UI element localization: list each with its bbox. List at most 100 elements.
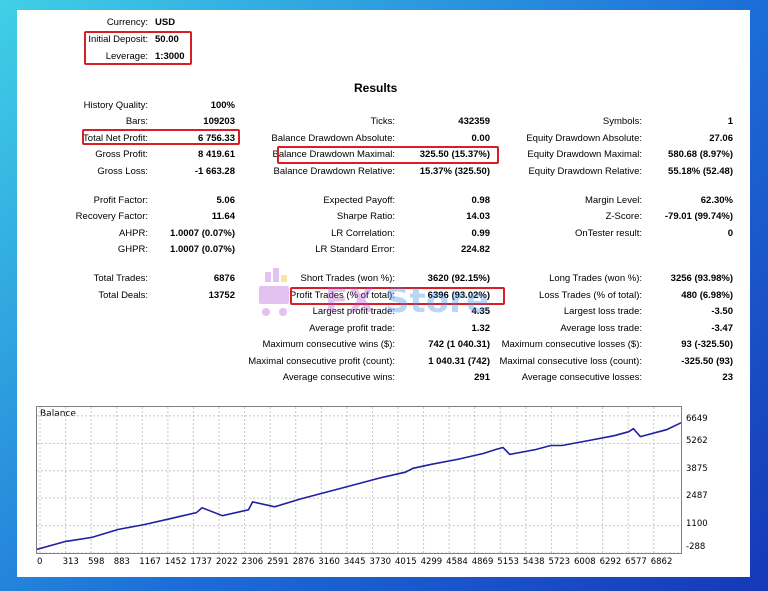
col2-stat-value: 1 040.31 (742) xyxy=(428,356,490,367)
col2-stat-label: Ticks: xyxy=(370,116,395,127)
x-tick-label: 1452 xyxy=(164,557,187,567)
col3-stat-label: Maximal consecutive loss (count): xyxy=(499,356,642,367)
col3-stat-value: 23 xyxy=(722,372,733,383)
x-tick-label: 4015 xyxy=(395,557,417,567)
x-tick-label: 6008 xyxy=(574,557,596,567)
col3-stat-label: Average consecutive losses: xyxy=(521,372,642,383)
col1-stat-label: Profit Factor: xyxy=(93,195,148,206)
leverage-label: Leverage: xyxy=(105,51,148,62)
col1-stat-value: 1.0007 (0.07%) xyxy=(170,244,235,255)
col3-stat-label: Margin Level: xyxy=(584,195,642,206)
col3-stat-label: Z-Score: xyxy=(605,211,642,222)
col3-stat-value: -3.50 xyxy=(711,306,733,317)
x-tick-label: 0 xyxy=(37,557,43,567)
deposit-highlight-box xyxy=(84,31,192,65)
x-tick-label: 2591 xyxy=(267,557,289,567)
x-tick-label: 2306 xyxy=(241,557,264,567)
col2-stat-label: LR Standard Error: xyxy=(315,244,395,255)
col3-stat-label: Long Trades (won %): xyxy=(549,273,642,284)
col1-stat-label: Bars: xyxy=(125,116,148,127)
x-tick-label: 313 xyxy=(62,557,79,567)
col3-stat-value: -325.50 (93) xyxy=(681,356,733,367)
x-tick-label: 2022 xyxy=(216,557,238,567)
col2-stat-value: 742 (1 040.31) xyxy=(428,339,490,350)
col2-stat-value: 224.82 xyxy=(460,244,490,255)
col2-stat-value: 1.32 xyxy=(471,323,491,334)
col3-stat-label: Symbols: xyxy=(602,116,642,127)
x-tick-label: 5438 xyxy=(522,557,545,567)
report-panel: Currency: USD Initial Deposit: 50.00 Lev… xyxy=(17,10,750,577)
col1-stat-label: Gross Loss: xyxy=(97,166,148,177)
x-tick-label: 4584 xyxy=(446,557,468,567)
col1-stat-value: 8 419.61 xyxy=(198,149,235,160)
y-tick-label: 3875 xyxy=(686,463,708,474)
col1-stat-label: History Quality: xyxy=(83,100,148,111)
col2-stat-value: 0.99 xyxy=(471,228,491,239)
col3-stat-value: 0 xyxy=(727,228,733,239)
col3-stat-value: 55.18% (52.48) xyxy=(668,166,733,177)
col2-stat-value: 0.98 xyxy=(471,195,491,206)
col2-stat-label: Balance Drawdown Absolute: xyxy=(271,133,395,144)
col1-stat-value: 13752 xyxy=(208,290,235,301)
col2-stat-label: Sharpe Ratio: xyxy=(336,211,395,222)
col2-stat-value: 3620 (92.15%) xyxy=(427,273,490,284)
col1-stat-value: 6 756.33 xyxy=(198,133,235,144)
chart-title: Balance xyxy=(40,409,76,419)
col3-stat-label: Largest loss trade: xyxy=(563,306,642,317)
col1-stat-label: GHPR: xyxy=(117,244,148,255)
col3-stat-value: 27.06 xyxy=(709,133,733,144)
col3-stat-value: 3256 (93.98%) xyxy=(670,273,733,284)
y-tick-label: 5262 xyxy=(686,436,708,447)
col3-stat-label: Average loss trade: xyxy=(560,323,642,334)
col1-stat-label: Total Deals: xyxy=(98,290,148,301)
col2-stat-label: Maximal consecutive profit (count): xyxy=(248,356,395,367)
col1-stat-label: Recovery Factor: xyxy=(75,211,148,222)
col3-stat-value: -79.01 (99.74%) xyxy=(664,211,733,222)
y-tick-label: 1100 xyxy=(686,518,708,529)
col2-stat-value: 0.00 xyxy=(471,133,491,144)
col2-stat-label: Average profit trade: xyxy=(309,323,395,334)
col1-stat-label: Total Net Profit: xyxy=(83,133,148,144)
col2-stat-value: 4.35 xyxy=(471,306,491,317)
x-tick-label: 5723 xyxy=(548,557,571,567)
col3-stat-label: OnTester result: xyxy=(574,228,642,239)
x-tick-label: 6292 xyxy=(599,557,622,567)
col1-stat-value: 1.0007 (0.07%) xyxy=(170,228,235,239)
col2-stat-label: Balance Drawdown Maximal: xyxy=(272,149,396,160)
x-tick-label: 883 xyxy=(113,557,130,567)
col2-stat-value: 6396 (93.02%) xyxy=(427,290,490,301)
col3-stat-value: 480 (6.98%) xyxy=(681,290,733,301)
currency-label: Currency: xyxy=(106,17,148,28)
col3-stat-label: Equity Drawdown Relative: xyxy=(528,166,642,177)
y-tick-label: 6649 xyxy=(686,414,708,424)
svg-text:Store: Store xyxy=(385,281,489,321)
leverage-value: 1:3000 xyxy=(155,51,185,62)
x-tick-label: 5153 xyxy=(497,557,519,567)
profit-trades-highlight-box xyxy=(290,287,505,305)
col2-stat-label: Average consecutive wins: xyxy=(282,372,395,383)
x-tick-label: 4299 xyxy=(420,557,443,567)
col2-stat-value: 291 xyxy=(474,372,490,383)
net-profit-highlight-box xyxy=(82,129,240,145)
col3-stat-value: 93 (-325.50) xyxy=(681,339,733,350)
col2-stat-value: 432359 xyxy=(458,116,490,127)
col1-stat-value: 5.06 xyxy=(216,195,236,206)
x-tick-label: 4869 xyxy=(471,557,494,567)
col3-stat-label: Maximum consecutive losses ($): xyxy=(501,339,642,350)
svg-text:FX: FX xyxy=(325,281,374,321)
x-tick-label: 1737 xyxy=(190,557,213,567)
col2-stat-value: 14.03 xyxy=(466,211,490,222)
balance-chart: Balance xyxy=(36,406,682,554)
x-tick-label: 3730 xyxy=(369,557,392,567)
x-tick-label: 598 xyxy=(88,557,105,567)
col1-stat-value: 100% xyxy=(210,100,235,111)
x-tick-label: 3445 xyxy=(343,557,366,567)
col3-stat-value: 62.30% xyxy=(700,195,733,206)
y-tick-label: 2487 xyxy=(686,491,708,502)
col2-stat-label: Largest profit trade: xyxy=(312,306,395,317)
col3-stat-label: Equity Drawdown Absolute: xyxy=(526,133,642,144)
x-tick-label: 2876 xyxy=(292,557,315,567)
col1-stat-value: 6876 xyxy=(213,273,235,284)
col3-stat-label: Equity Drawdown Maximal: xyxy=(527,149,642,160)
col3-stat-label: Loss Trades (% of total): xyxy=(539,290,642,301)
